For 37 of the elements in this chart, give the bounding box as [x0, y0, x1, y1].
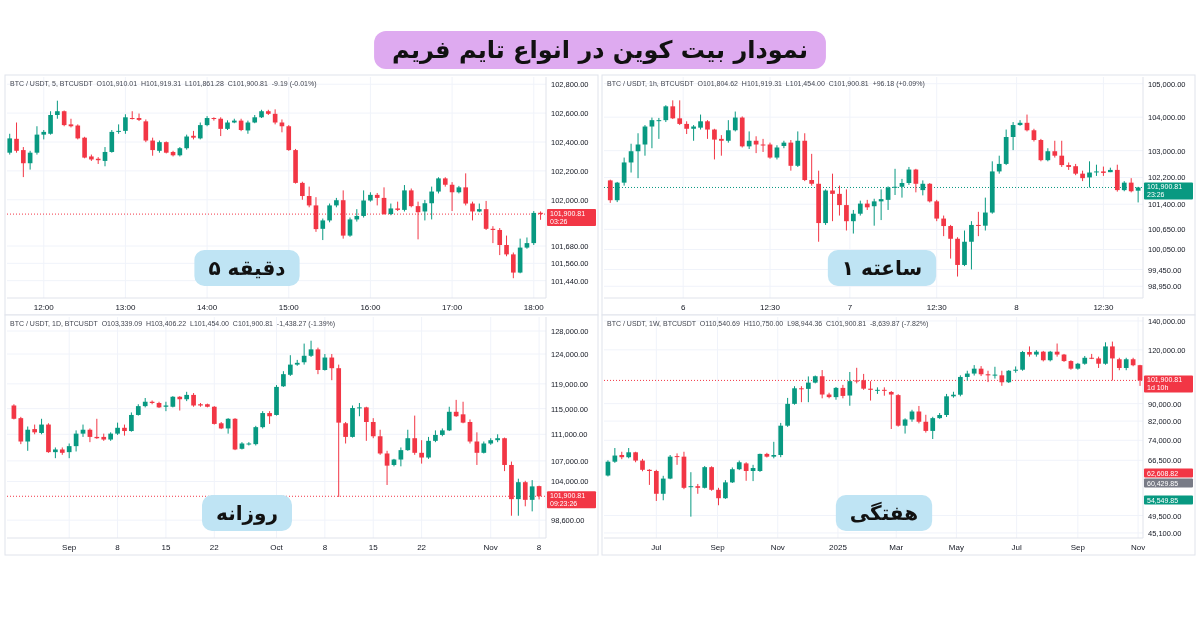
- text: ۱ ساعته: [841, 256, 923, 280]
- x-tick-label: 7: [847, 303, 853, 312]
- text: روزانه: [216, 501, 278, 525]
- x-tick-label: 12:00: [33, 303, 55, 312]
- x-tick-label: 15: [368, 543, 379, 552]
- x-tick-label: 22: [417, 543, 427, 552]
- x-tick-label: Jul: [1011, 543, 1022, 552]
- text: نمودار بیت کوین در انواع تایم فریم: [392, 36, 808, 64]
- x-tick-label: 8: [1014, 303, 1020, 312]
- x-tick-label: 8: [322, 543, 328, 552]
- x-tick-label: Nov: [483, 543, 498, 552]
- x-tick-label: 15:00: [278, 303, 300, 312]
- x-tick-label: 6: [680, 303, 686, 312]
- x-tick-label: Nov: [770, 543, 785, 552]
- x-tick-label: Sep: [62, 543, 77, 552]
- text: ۵ دقیقه: [208, 256, 286, 280]
- x-tick-label: 8: [115, 543, 121, 552]
- x-tick-label: Jul: [651, 543, 662, 552]
- x-tick-label: Nov: [1130, 543, 1146, 552]
- text: هفتگی: [849, 501, 919, 525]
- x-tick-label: Mar: [889, 543, 904, 552]
- x-tick-label: 15: [161, 543, 171, 552]
- x-tick-label: 18:00: [523, 303, 545, 312]
- x-tick-label: 16:00: [360, 303, 381, 312]
- x-tick-label: 17:00: [442, 303, 463, 312]
- x-tick-label: 8: [536, 543, 542, 552]
- x-tick-label: Sep: [1070, 543, 1086, 552]
- x-tick-label: 12:30: [759, 303, 781, 312]
- x-tick-label: 13:00: [115, 303, 136, 312]
- x-tick-label: 2025: [829, 543, 848, 552]
- x-tick-label: 22: [209, 543, 220, 552]
- x-tick-label: Oct: [270, 543, 284, 552]
- x-tick-label: Sep: [710, 543, 726, 552]
- x-tick-label: May: [948, 543, 964, 552]
- x-tick-label: 12:30: [926, 303, 948, 312]
- x-tick-label: 14:00: [197, 303, 218, 312]
- x-tick-label: 12:30: [1093, 303, 1114, 312]
